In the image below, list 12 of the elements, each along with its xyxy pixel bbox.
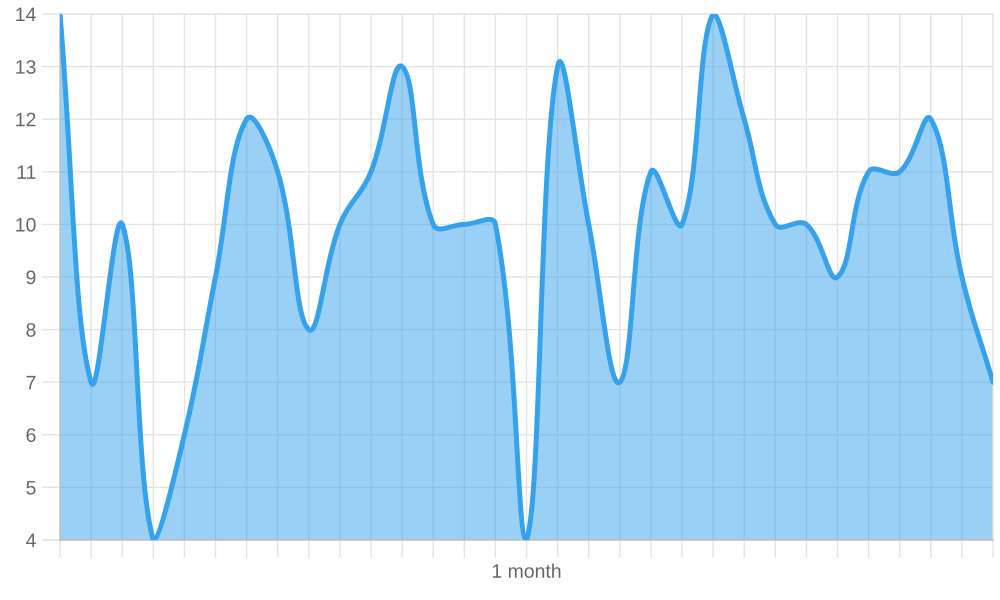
y-tick-label: 5 — [26, 481, 36, 495]
y-tick-label: 8 — [26, 323, 36, 337]
x-axis-title: 1 month — [492, 564, 560, 578]
y-tick-label: 7 — [26, 376, 36, 390]
y-tick-label: 4 — [26, 534, 36, 548]
y-tick-label: 14 — [16, 8, 36, 22]
y-tick-label: 9 — [26, 270, 36, 284]
y-tick-label: 6 — [26, 428, 36, 442]
y-tick-label: 12 — [16, 112, 36, 126]
y-tick-label: 10 — [16, 218, 36, 232]
y-tick-label: 11 — [18, 165, 36, 179]
y-tick-label: 13 — [16, 60, 36, 74]
